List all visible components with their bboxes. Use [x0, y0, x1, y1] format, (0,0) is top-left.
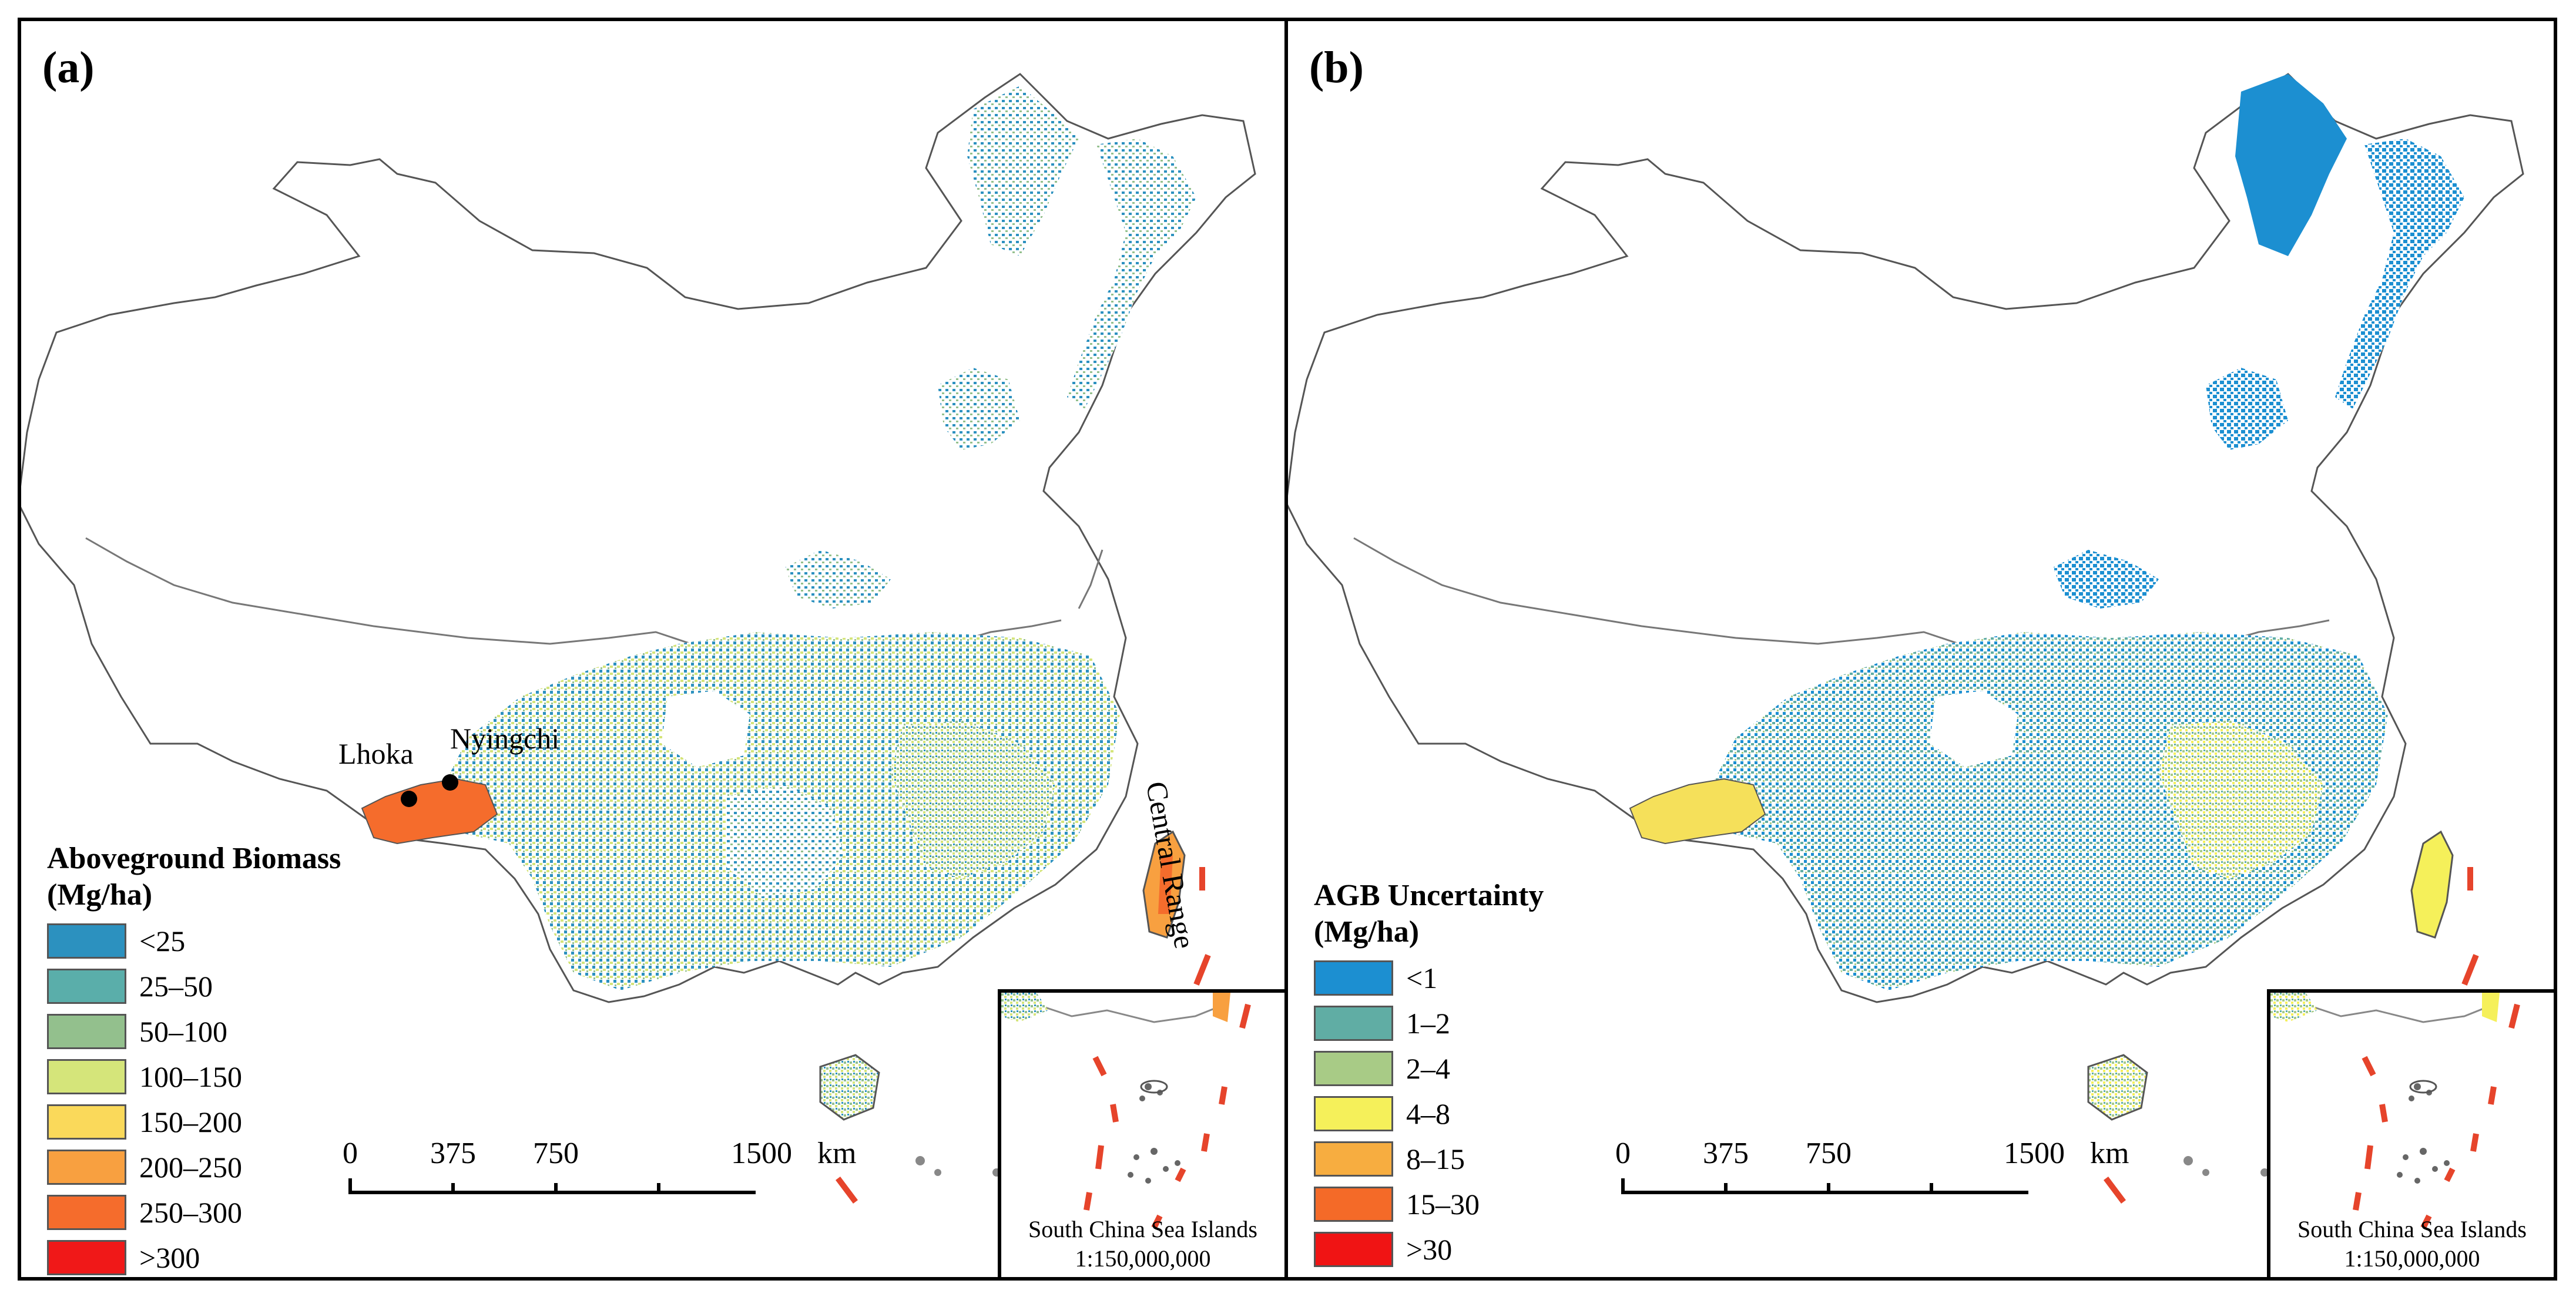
- nyingchi-marker: [442, 774, 458, 791]
- legend-label: 15–30: [1406, 1187, 1480, 1221]
- china-biomass-map: [21, 73, 1256, 1204]
- legend-item: 200–250: [47, 1144, 341, 1190]
- legend-label: 50–100: [139, 1014, 227, 1048]
- legend-label: <25: [139, 924, 186, 957]
- legend-swatch: [47, 1239, 126, 1275]
- legend-item: 250–300: [47, 1190, 341, 1235]
- legend-label: 2–4: [1406, 1051, 1450, 1085]
- scale-tick-0: 0: [1615, 1137, 1631, 1170]
- south-china-sea-inset: South China Sea Islands 1:150,000,000: [998, 989, 1284, 1277]
- legend-label: 8–15: [1406, 1142, 1465, 1175]
- scale-tick-0: 0: [343, 1137, 358, 1170]
- legend-title: AGB Uncertainty (Mg/ha): [1314, 879, 1544, 949]
- scale-tick-375: 375: [1703, 1137, 1749, 1170]
- legend-item: <1: [1314, 955, 1544, 1000]
- legend-label: 25–50: [139, 969, 213, 1003]
- legend-label: <1: [1406, 961, 1438, 994]
- legend-label: 200–250: [139, 1150, 242, 1184]
- legend-swatch: [1314, 1050, 1393, 1086]
- inset-title: South China Sea Islands: [1028, 1216, 1257, 1242]
- legend-swatch: [1314, 1005, 1393, 1041]
- legend-item: 4–8: [1314, 1091, 1544, 1136]
- uncertainty-legend: AGB Uncertainty (Mg/ha) <1 1–2 2–4 4–8 8–15 1…: [1314, 878, 1544, 1272]
- panel-b-uncertainty-map: (b) AGB Uncertainty (Mg/ha) <1 1–2 2–4 4–8 8…: [1284, 18, 2557, 1281]
- legend-item: 15–30: [1314, 1181, 1544, 1227]
- legend-item: 150–200: [47, 1099, 341, 1144]
- legend-swatch: [47, 1149, 126, 1185]
- legend-swatch: [1314, 960, 1393, 996]
- legend-title: Aboveground Biomass (Mg/ha): [47, 842, 341, 912]
- panel-label: (b): [1309, 43, 1364, 92]
- legend-item: 2–4: [1314, 1046, 1544, 1091]
- legend-swatch: [1314, 1141, 1393, 1177]
- lhoka-label: Lhoka: [338, 737, 414, 770]
- legend-item: >30: [1314, 1227, 1544, 1272]
- scale-tick-750: 750: [533, 1137, 579, 1170]
- legend-item: 50–100: [47, 1009, 341, 1054]
- inset-scale: 1:150,000,000: [2344, 1245, 2480, 1272]
- legend-item: >300: [47, 1235, 341, 1277]
- legend-item: 25–50: [47, 963, 341, 1009]
- scale-unit: km: [817, 1137, 857, 1170]
- scale-unit: km: [2090, 1137, 2129, 1170]
- inset-title: South China Sea Islands: [2297, 1216, 2527, 1242]
- legend-label: 100–150: [139, 1060, 242, 1093]
- south-china-sea-inset: South China Sea Islands 1:150,000,000: [2267, 989, 2554, 1277]
- scale-tick-1500: 1500: [2004, 1137, 2065, 1170]
- biomass-legend: Aboveground Biomass (Mg/ha) <25 25–50 50–1…: [47, 841, 341, 1277]
- scale-tick-1500: 1500: [731, 1137, 792, 1170]
- scale-tick-375: 375: [430, 1137, 476, 1170]
- legend-label: 1–2: [1406, 1006, 1450, 1040]
- legend-label: 4–8: [1406, 1097, 1450, 1130]
- legend-swatch: [1314, 1186, 1393, 1222]
- legend-item: 1–2: [1314, 1000, 1544, 1046]
- legend-item: 8–15: [1314, 1136, 1544, 1181]
- legend-label: >300: [139, 1241, 200, 1274]
- legend-swatch: [47, 1013, 126, 1049]
- legend-label: 150–200: [139, 1105, 242, 1138]
- legend-swatch: [47, 923, 126, 959]
- legend-swatch: [47, 968, 126, 1004]
- legend-swatch: [47, 1104, 126, 1140]
- nyingchi-label: Nyingchi: [450, 722, 560, 755]
- lhoka-marker: [401, 791, 417, 807]
- legend-item: <25: [47, 918, 341, 963]
- scale-tick-750: 750: [1806, 1137, 1852, 1170]
- legend-swatch: [47, 1059, 126, 1094]
- legend-swatch: [1314, 1231, 1393, 1267]
- china-uncertainty-map: [1288, 73, 2524, 1204]
- legend-swatch: [47, 1194, 126, 1230]
- legend-swatch: [1314, 1096, 1393, 1131]
- inset-scale: 1:150,000,000: [1075, 1245, 1211, 1272]
- legend-item: 100–150: [47, 1054, 341, 1099]
- legend-label: 250–300: [139, 1195, 242, 1229]
- panel-label: (a): [42, 43, 95, 92]
- panel-a-biomass-map: (a) Lhoka Nyingchi Central Range Abovegr…: [18, 18, 1288, 1281]
- legend-label: >30: [1406, 1232, 1453, 1266]
